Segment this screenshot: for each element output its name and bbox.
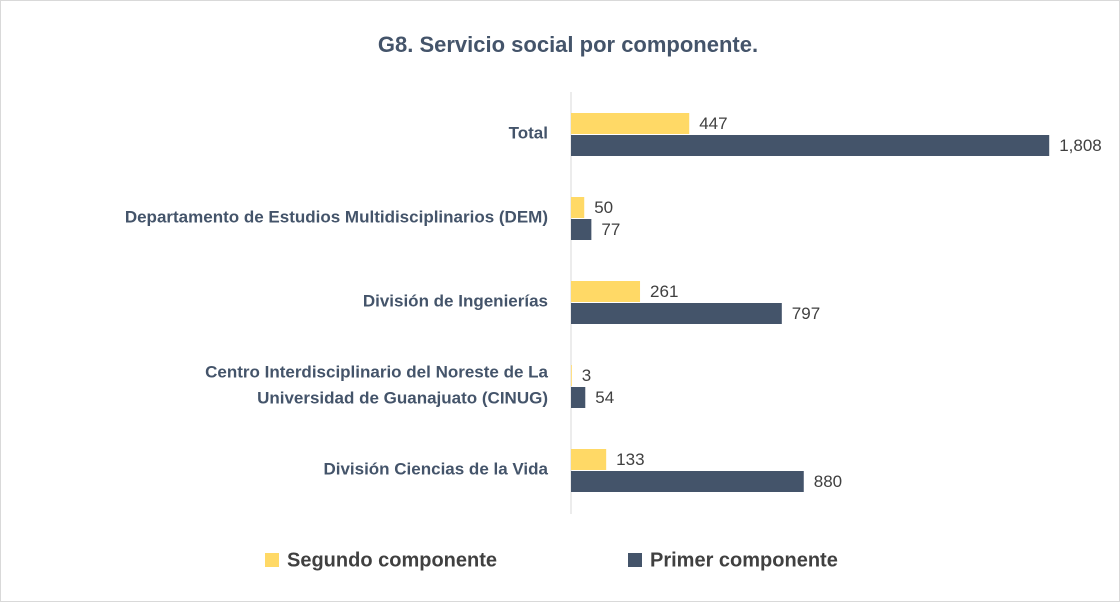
data-label: 1,808 <box>1059 136 1102 155</box>
legend-swatch <box>628 553 642 567</box>
data-label: 880 <box>814 472 842 491</box>
data-label: 261 <box>650 282 678 301</box>
y-tick-label: Universidad de Guanajuato (CINUG) <box>257 388 548 407</box>
y-tick-label: División de Ingenierías <box>363 291 548 310</box>
data-label: 447 <box>699 114 727 133</box>
bar <box>571 135 1050 156</box>
data-label: 133 <box>616 450 644 469</box>
y-tick-label: División Ciencias de la Vida <box>323 459 548 478</box>
bar <box>571 197 585 218</box>
bar <box>571 449 607 470</box>
bar <box>571 471 804 492</box>
y-tick-label: Total <box>509 123 548 142</box>
data-label: 797 <box>792 304 820 323</box>
bar <box>571 113 690 134</box>
bar <box>571 219 592 240</box>
bar <box>571 303 782 324</box>
legend-label: Segundo componente <box>287 549 497 571</box>
data-label: 54 <box>595 388 614 407</box>
data-label: 50 <box>594 198 613 217</box>
y-tick-label: Centro Interdisciplinario del Noreste de… <box>205 362 548 381</box>
legend-swatch <box>265 553 279 567</box>
bar <box>571 387 586 408</box>
legend-label: Primer componente <box>650 549 838 571</box>
bar <box>571 281 641 302</box>
bar <box>571 365 572 386</box>
y-tick-label: Departamento de Estudios Multidisciplina… <box>125 207 548 226</box>
data-label: 3 <box>582 366 591 385</box>
data-label: 77 <box>601 220 620 239</box>
chart-title: G8. Servicio social por componente. <box>378 32 758 57</box>
